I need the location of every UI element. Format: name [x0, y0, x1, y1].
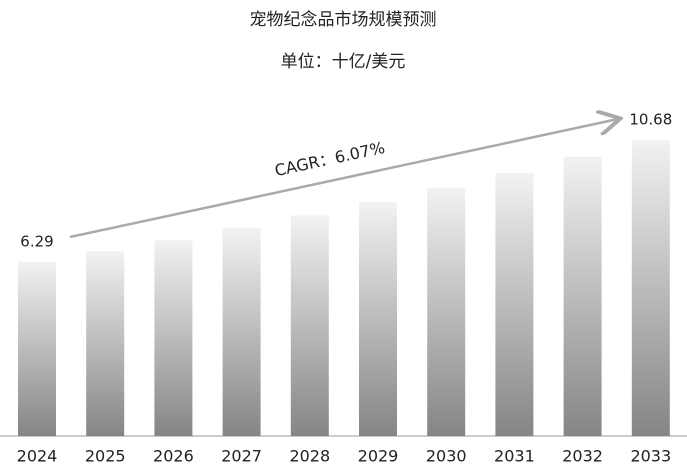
bar [427, 187, 466, 436]
bar [18, 261, 56, 436]
bar [359, 201, 397, 436]
chart-title: 宠物纪念品市场规模预测 [250, 9, 437, 30]
x-tick-label: 2030 [426, 447, 467, 466]
x-tick-label: 2026 [153, 447, 194, 466]
x-tick-label: 2027 [221, 447, 262, 466]
bar [563, 156, 602, 436]
x-tick-label: 2032 [562, 447, 603, 466]
x-tick-label: 2028 [289, 447, 330, 466]
bar [631, 140, 670, 436]
trend-arrow [69, 119, 618, 239]
cagr-annotation: CAGR：6.07% [273, 138, 387, 180]
bar [154, 239, 193, 436]
x-tick-label: 2024 [17, 447, 58, 466]
data-label: 6.29 [20, 232, 53, 250]
chart-subtitle: 单位：十亿/美元 [281, 52, 406, 72]
x-tick-label: 2031 [494, 447, 535, 466]
bar [290, 215, 329, 436]
bar [495, 172, 534, 436]
data-label: 10.68 [629, 111, 672, 129]
bar [222, 227, 261, 436]
bar [86, 251, 125, 436]
x-tick-label: 2029 [358, 447, 399, 466]
x-tick-label: 2025 [85, 447, 126, 466]
x-tick-label: 2033 [630, 447, 671, 466]
